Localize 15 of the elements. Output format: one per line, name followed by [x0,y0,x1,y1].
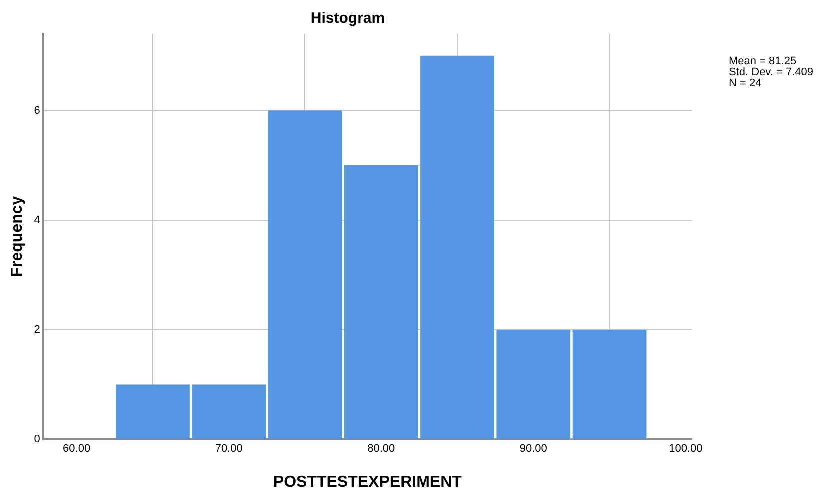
y-axis-title: Frequency [9,196,26,278]
y-tick-label: 2 [34,324,40,336]
text: Mean = 81.25 [729,56,797,68]
x-tick-label: 60.00 [63,443,91,456]
x-tick-label: 90.00 [520,443,548,456]
x-axis-title: POSTTESTEXPERIMENT [273,474,462,491]
y-tick-label: 0 [34,434,40,446]
x-tick-label: 80.00 [368,443,396,456]
x-tick-label: 100.00 [669,443,703,456]
chart-title: Histogram [310,10,386,28]
y-tick-label: 6 [34,104,40,117]
y-tick-label: 4 [34,214,40,226]
text: N = 24 [729,78,762,90]
x-tick-label: 70.00 [215,443,243,456]
text: Std. Dev. = 7.409 [729,66,814,79]
